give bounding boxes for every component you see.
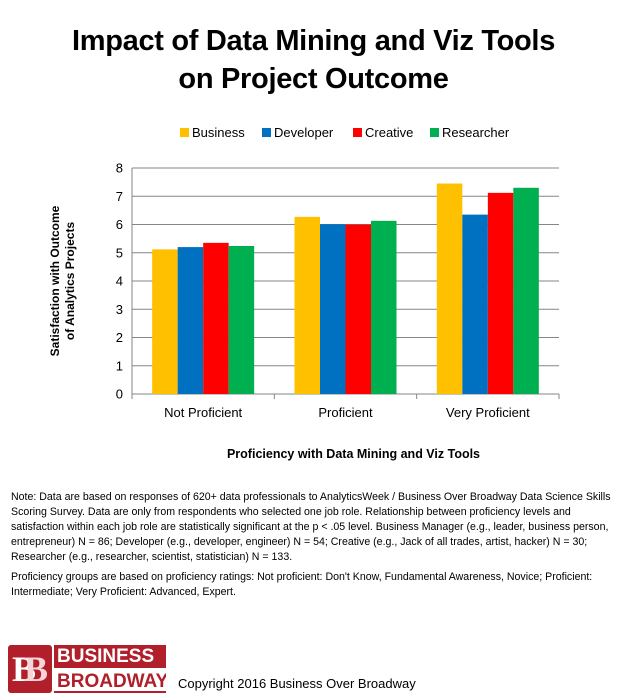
y-tick-label-8: 8 (116, 161, 123, 176)
copyright-text: Copyright 2016 Business Over Broadway (178, 676, 416, 691)
chart-title: Impact of Data Mining and Viz Tools on P… (0, 22, 627, 98)
legend-label-creative: Creative (365, 125, 413, 140)
legend-swatch-developer (262, 128, 271, 137)
legend-swatch-researcher (430, 128, 439, 137)
logo-word-broadway: BROADWAY (54, 670, 166, 693)
x-tick-label-0: Not Proficient (164, 405, 242, 420)
note-paragraph-2: Proficiency groups are based on proficie… (11, 571, 593, 598)
chart-title-line-1: Impact of Data Mining and Viz Tools (71, 25, 556, 57)
bar-researcher-1 (371, 220, 397, 394)
note-paragraph-1: Note: Data are based on responses of 620… (11, 491, 611, 563)
legend-swatch-creative (353, 128, 362, 137)
survey-note: Note: Data are based on responses of 620… (11, 490, 621, 605)
y-tick-label-6: 6 (116, 217, 123, 232)
legend-swatch-business (180, 128, 189, 137)
bar-chart: 0 1 2 3 4 5 6 7 8 Not Proficient Proficient Very Pr… (48, 125, 560, 461)
legend-label-business: Business (192, 125, 245, 140)
y-axis-title-line-2: of Analytics Projects (63, 222, 77, 341)
x-axis-title: Proficiency with Data Mining and Viz Too… (227, 447, 480, 461)
bar-researcher-2 (513, 187, 539, 394)
y-tick-label-7: 7 (116, 189, 123, 204)
bar-business-2 (436, 183, 463, 394)
bar-researcher-0 (228, 245, 255, 394)
bar-business-0 (152, 249, 178, 394)
legend-label-developer: Developer (274, 125, 334, 140)
y-axis-title-line-1: Satisfaction with Outcome (48, 205, 62, 356)
bar-developer-0 (177, 247, 204, 394)
bar-creative-1 (345, 224, 371, 394)
bar-creative-0 (203, 242, 229, 394)
bar-developer-2 (462, 214, 488, 394)
y-tick-label-3: 3 (116, 302, 123, 317)
logo-word-business: BUSINESS (54, 645, 166, 668)
legend-label-researcher: Researcher (442, 125, 510, 140)
bar-developer-1 (320, 224, 346, 394)
y-tick-label-1: 1 (116, 358, 123, 373)
x-tick-label-1: Proficient (318, 405, 373, 420)
x-tick-label-2: Very Proficient (446, 405, 530, 420)
y-tick-label-2: 2 (116, 330, 123, 345)
y-tick-label-4: 4 (116, 274, 123, 289)
chart-title-line-2: on Project Outcome (178, 63, 449, 95)
bar-business-1 (294, 216, 320, 394)
bar-creative-2 (487, 192, 514, 394)
y-tick-label-5: 5 (116, 245, 123, 260)
y-tick-label-0: 0 (116, 387, 123, 402)
